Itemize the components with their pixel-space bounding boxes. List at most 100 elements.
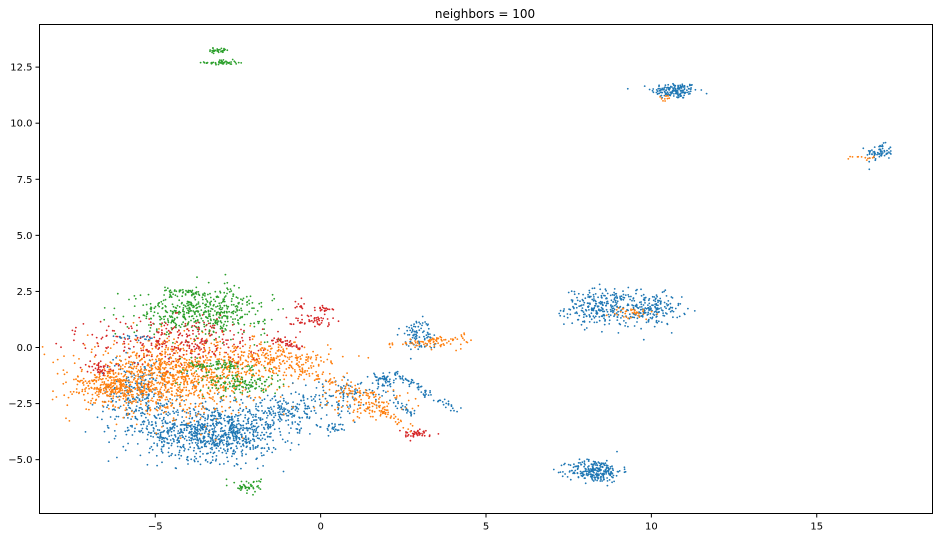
data-point-green [133, 295, 136, 297]
data-point-blue [266, 414, 269, 417]
data-point-orange [253, 364, 255, 367]
data-point-blue [234, 451, 237, 453]
data-point-orange [272, 358, 274, 361]
data-point-orange [633, 309, 636, 312]
data-point-red [195, 347, 198, 350]
data-point-orange [130, 393, 133, 396]
data-point-orange [82, 393, 85, 396]
data-point-blue [213, 445, 216, 447]
data-point-orange [279, 396, 282, 398]
data-point-blue [238, 431, 241, 434]
data-point-green [244, 386, 247, 389]
data-point-blue [294, 409, 297, 411]
data-point-orange [199, 417, 202, 419]
data-point-blue [221, 451, 224, 454]
data-point-green [190, 356, 193, 359]
data-point-orange [131, 402, 133, 405]
data-point-blue [310, 410, 313, 413]
data-point-green [177, 311, 180, 314]
data-point-orange [295, 357, 298, 360]
data-point-green [161, 303, 164, 305]
data-point-blue [674, 90, 677, 93]
data-point-blue [148, 451, 151, 454]
data-point-blue [214, 430, 217, 433]
data-point-orange [166, 407, 169, 409]
data-point-blue [596, 473, 599, 476]
data-point-orange [227, 387, 230, 390]
data-point-blue [247, 438, 250, 441]
data-point-blue [255, 413, 257, 416]
data-point-blue [273, 405, 275, 408]
data-point-green [178, 306, 181, 308]
data-point-orange [358, 355, 360, 357]
data-point-orange [216, 403, 218, 405]
data-point-blue [241, 402, 244, 404]
data-point-green [282, 308, 284, 310]
data-point-orange [200, 408, 203, 410]
data-point-orange [90, 351, 93, 354]
data-point-green [103, 318, 106, 321]
data-point-orange [276, 355, 279, 358]
data-point-orange [68, 420, 71, 422]
data-point-orange [233, 353, 236, 356]
data-point-blue [663, 301, 666, 304]
data-point-orange [131, 415, 134, 418]
data-point-orange [171, 350, 174, 353]
data-point-blue [575, 311, 578, 314]
data-point-blue [656, 308, 659, 311]
data-point-blue [579, 304, 582, 307]
data-point-orange [136, 392, 139, 395]
data-point-orange [229, 400, 232, 403]
data-point-green [256, 485, 259, 488]
data-point-blue [610, 304, 612, 306]
data-point-blue [231, 419, 233, 421]
data-point-blue [134, 415, 137, 418]
data-point-blue [183, 429, 186, 432]
data-point-blue [287, 424, 290, 426]
data-point-orange [296, 359, 298, 362]
data-point-green [187, 289, 190, 292]
data-point-blue [559, 309, 562, 312]
data-point-orange [183, 361, 186, 364]
data-point-orange [286, 360, 288, 363]
data-point-blue [222, 436, 225, 438]
data-point-green [246, 365, 249, 368]
data-point-orange [255, 372, 258, 375]
data-point-green [170, 321, 173, 324]
data-point-blue [106, 424, 109, 427]
data-point-blue [664, 93, 667, 96]
data-point-orange [269, 363, 272, 366]
data-point-blue [642, 338, 645, 341]
data-point-blue [588, 302, 590, 305]
data-point-orange [212, 376, 215, 379]
data-point-green [218, 316, 220, 319]
data-point-green [255, 383, 258, 386]
data-point-green [250, 366, 253, 369]
data-point-orange [247, 395, 250, 398]
data-point-green [262, 391, 265, 394]
data-point-blue [146, 425, 149, 427]
data-point-blue [249, 446, 252, 449]
data-point-orange [105, 377, 107, 380]
data-point-red [161, 343, 164, 346]
data-point-orange [190, 365, 192, 368]
data-point-blue [304, 405, 307, 407]
data-point-blue [584, 467, 587, 470]
data-point-orange [247, 355, 250, 357]
data-point-blue [142, 373, 145, 375]
data-point-green [190, 319, 192, 322]
data-point-green [203, 325, 206, 328]
data-point-orange [275, 372, 278, 375]
data-point-green [232, 312, 235, 315]
data-point-orange [298, 373, 301, 376]
data-point-blue [124, 400, 126, 403]
data-point-orange [195, 363, 198, 366]
data-point-blue [166, 438, 169, 441]
data-point-blue [628, 295, 630, 298]
data-point-blue [590, 469, 593, 472]
data-point-blue [168, 447, 170, 449]
data-point-blue [613, 308, 616, 311]
data-point-blue [689, 90, 692, 93]
data-point-orange [107, 394, 110, 397]
data-point-orange [124, 365, 126, 368]
